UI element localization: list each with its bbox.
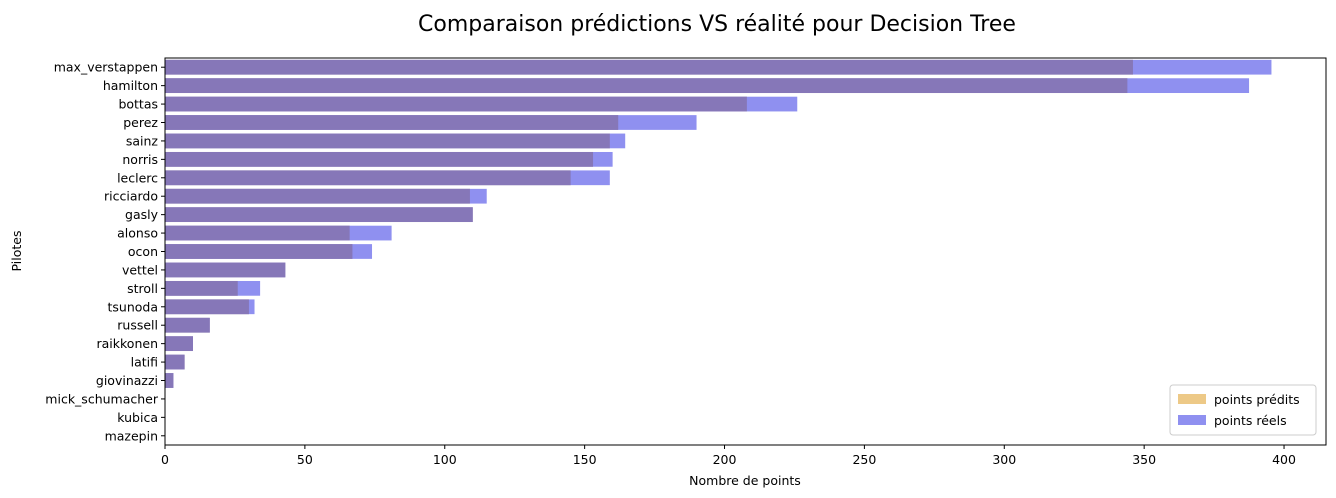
- legend-swatch: [1178, 394, 1206, 404]
- y-tick-label: gasly: [125, 207, 159, 222]
- y-tick-label: hamilton: [103, 78, 158, 93]
- legend: points prédits points réels: [1169, 384, 1317, 436]
- x-tick-label: 0: [161, 452, 169, 467]
- x-axis-label: Nombre de points: [689, 473, 801, 488]
- x-tick-label: 400: [1272, 452, 1296, 467]
- y-tick-label: bottas: [118, 97, 158, 112]
- chart-title: Comparaison prédictions VS réalité pour …: [418, 12, 1016, 37]
- bar-overlap-norris: [165, 151, 594, 167]
- y-tick-label: ocon: [128, 244, 158, 259]
- bar-overlap-perez: [165, 115, 619, 130]
- legend-label: points réels: [1214, 413, 1287, 428]
- y-tick-label: raikkonen: [97, 336, 159, 351]
- y-tick-label: kubica: [117, 410, 158, 425]
- legend-swatch: [1178, 415, 1206, 425]
- x-tick-label: 200: [713, 452, 737, 467]
- y-tick-label: mazepin: [105, 428, 158, 443]
- legend-label: points prédits: [1214, 392, 1300, 407]
- bar-overlap-ricciardo: [165, 188, 470, 204]
- y-tick-label: max_verstappen: [54, 60, 158, 75]
- legend-box: [1169, 384, 1317, 436]
- bars-group: [165, 59, 1272, 388]
- bar-overlap-leclerc: [165, 170, 571, 186]
- y-tick-label: latifi: [131, 355, 158, 370]
- y-tick-label: giovinazzi: [96, 373, 158, 388]
- bar-overlap-tsunoda: [165, 299, 249, 315]
- x-tick-label: 50: [297, 452, 313, 467]
- bar-overlap-ocon: [165, 244, 353, 259]
- bar-overlap-bottas: [165, 96, 747, 112]
- y-tick-label: perez: [123, 115, 158, 130]
- y-axis-label: Pilotes: [9, 231, 24, 272]
- y-tick-label: vettel: [122, 262, 158, 277]
- bar-overlap-giovinazzi: [165, 373, 174, 388]
- y-tick-label: stroll: [127, 281, 158, 296]
- y-tick-label: alonso: [117, 226, 158, 241]
- y-tick-label: leclerc: [117, 170, 158, 185]
- bar-overlap-alonso: [165, 225, 350, 241]
- bar-overlap-sainz: [165, 133, 610, 149]
- x-tick-label: 100: [433, 452, 457, 467]
- y-tick-label: russell: [117, 318, 158, 333]
- x-tick-label: 250: [852, 452, 876, 467]
- bar-overlap-gasly: [165, 207, 473, 223]
- y-tick-label: tsunoda: [107, 299, 158, 314]
- y-tick-label: sainz: [126, 133, 159, 148]
- bar-overlap-stroll: [165, 280, 238, 296]
- y-tick-label: ricciardo: [104, 189, 158, 204]
- x-tick-label: 350: [1132, 452, 1156, 467]
- bar-overlap-raikkonen: [165, 336, 193, 352]
- y-tick-label: norris: [122, 152, 158, 167]
- bar-overlap-russell: [165, 317, 210, 333]
- bar-overlap-max_verstappen: [165, 59, 1133, 75]
- bar-overlap-latifi: [165, 354, 185, 370]
- y-tick-label: mick_schumacher: [45, 391, 159, 406]
- x-tick-label: 150: [573, 452, 597, 467]
- x-tick-label: 300: [992, 452, 1016, 467]
- y-axis-ticks: max_verstappen hamilton bottas perez sainz no…: [45, 60, 165, 443]
- x-axis-ticks: 0 50 100 150 200 250 300 350 400: [161, 445, 1296, 467]
- bar-overlap-hamilton: [165, 78, 1128, 94]
- bar-overlap-vettel: [165, 262, 286, 278]
